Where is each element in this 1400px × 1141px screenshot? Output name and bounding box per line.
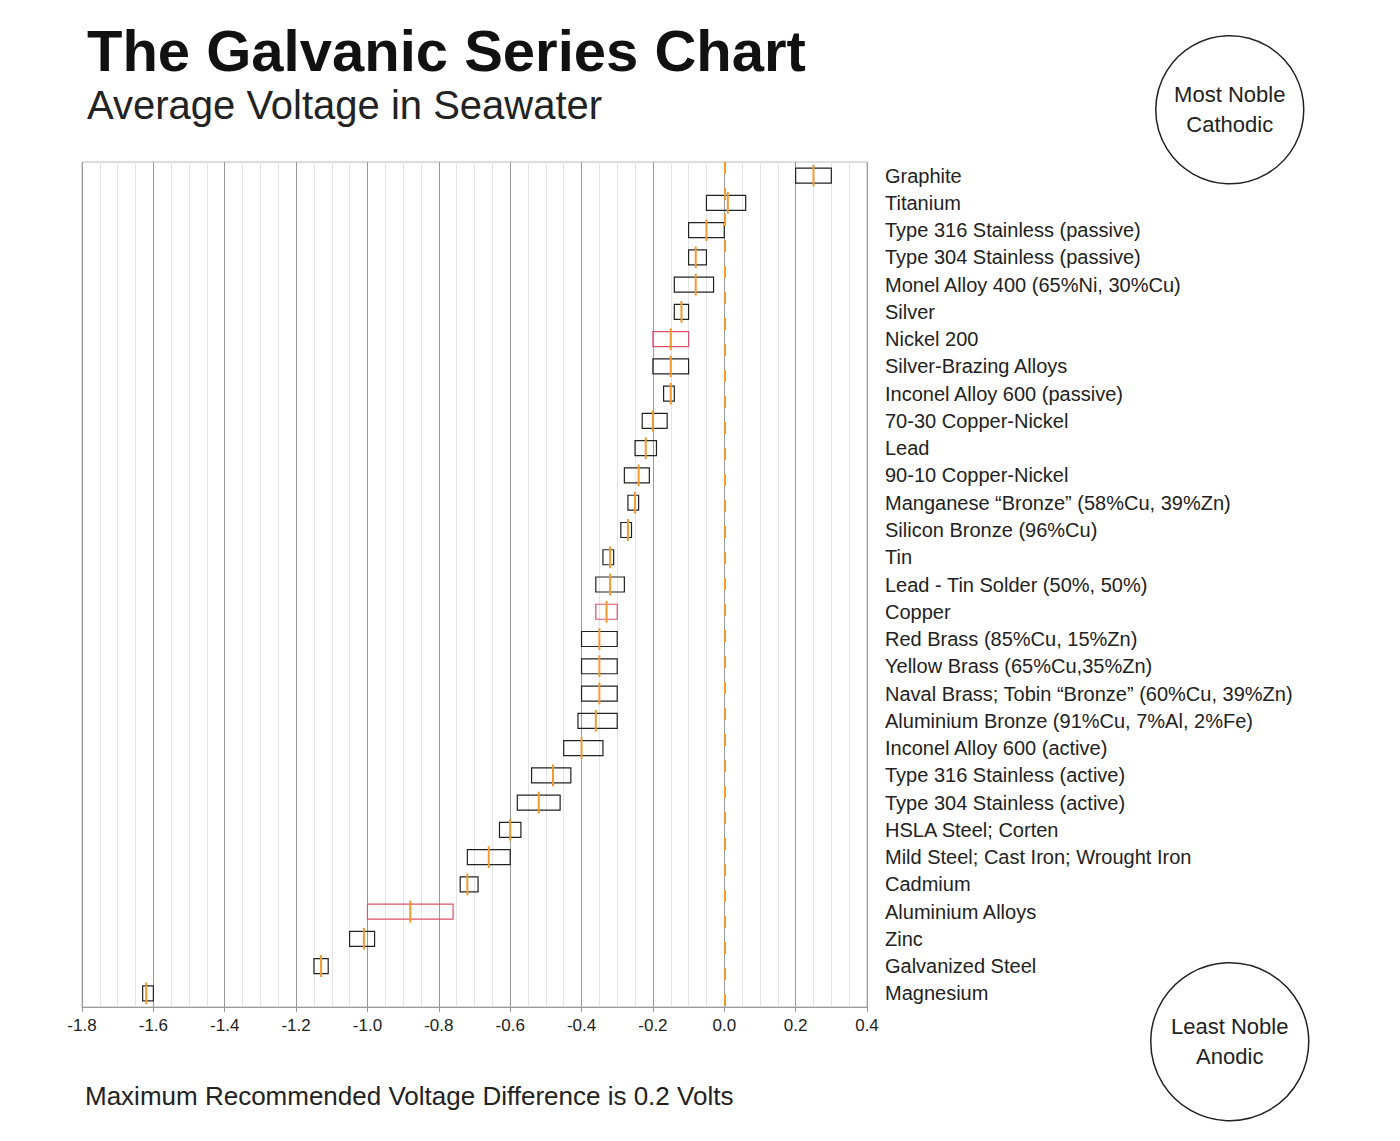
svg-text:Inconel Alloy 600 (passive): Inconel Alloy 600 (passive) (885, 383, 1123, 405)
svg-text:Monel Alloy 400 (65%Ni, 30%Cu): Monel Alloy 400 (65%Ni, 30%Cu) (885, 274, 1181, 296)
svg-text:Silicon Bronze (96%Cu): Silicon Bronze (96%Cu) (885, 519, 1097, 541)
svg-text:Mild Steel; Cast Iron; Wrought: Mild Steel; Cast Iron; Wrought Iron (885, 846, 1191, 868)
svg-text:Nickel 200: Nickel 200 (885, 328, 978, 350)
svg-text:HSLA Steel; Corten: HSLA Steel; Corten (885, 819, 1058, 841)
svg-text:Magnesium: Magnesium (885, 982, 988, 1004)
svg-text:90-10 Copper-Nickel: 90-10 Copper-Nickel (885, 464, 1068, 486)
svg-text:Aluminium Alloys: Aluminium Alloys (885, 901, 1036, 923)
svg-text:Titanium: Titanium (885, 192, 961, 214)
svg-text:-1.2: -1.2 (281, 1016, 310, 1035)
svg-text:Lead: Lead (885, 437, 930, 459)
svg-text:Red Brass (85%Cu, 15%Zn): Red Brass (85%Cu, 15%Zn) (885, 628, 1137, 650)
svg-text:-1.6: -1.6 (139, 1016, 168, 1035)
svg-text:Tin: Tin (885, 546, 912, 568)
svg-text:0.0: 0.0 (712, 1016, 736, 1035)
svg-text:Graphite: Graphite (885, 165, 962, 187)
svg-text:-0.6: -0.6 (496, 1016, 525, 1035)
svg-text:Copper: Copper (885, 601, 951, 623)
svg-text:-0.8: -0.8 (424, 1016, 453, 1035)
svg-text:Inconel Alloy 600 (active): Inconel Alloy 600 (active) (885, 737, 1107, 759)
svg-text:Type 316 Stainless (passive): Type 316 Stainless (passive) (885, 219, 1141, 241)
svg-text:Least Noble: Least Noble (1171, 1014, 1288, 1039)
svg-text:-0.2: -0.2 (638, 1016, 667, 1035)
svg-text:Galvanized Steel: Galvanized Steel (885, 955, 1036, 977)
svg-text:Cathodic: Cathodic (1186, 112, 1273, 137)
svg-text:-1.8: -1.8 (67, 1016, 96, 1035)
svg-text:Zinc: Zinc (885, 928, 923, 950)
svg-text:Yellow Brass (65%Cu,35%Zn): Yellow Brass (65%Cu,35%Zn) (885, 655, 1152, 677)
svg-text:Silver: Silver (885, 301, 935, 323)
svg-text:Anodic: Anodic (1196, 1044, 1263, 1069)
svg-text:The Galvanic Series Chart: The Galvanic Series Chart (87, 18, 806, 83)
svg-text:Type 304 Stainless (active): Type 304 Stainless (active) (885, 792, 1125, 814)
svg-text:-1.4: -1.4 (210, 1016, 239, 1035)
svg-text:Average Voltage in Seawater: Average Voltage in Seawater (87, 83, 602, 127)
svg-text:-0.4: -0.4 (567, 1016, 596, 1035)
svg-text:Lead - Tin Solder (50%, 50%): Lead - Tin Solder (50%, 50%) (885, 574, 1147, 596)
svg-text:Type 304 Stainless (passive): Type 304 Stainless (passive) (885, 246, 1141, 268)
svg-text:70-30 Copper-Nickel: 70-30 Copper-Nickel (885, 410, 1068, 432)
svg-text:Maximum Recommended Voltage Di: Maximum Recommended Voltage Difference i… (85, 1081, 733, 1111)
svg-text:0.2: 0.2 (784, 1016, 808, 1035)
svg-text:Aluminium Bronze (91%Cu, 7%Al,: Aluminium Bronze (91%Cu, 7%Al, 2%Fe) (885, 710, 1253, 732)
svg-text:-1.0: -1.0 (353, 1016, 382, 1035)
svg-text:Silver-Brazing Alloys: Silver-Brazing Alloys (885, 355, 1067, 377)
svg-text:Most Noble: Most Noble (1174, 82, 1285, 107)
svg-text:Cadmium: Cadmium (885, 873, 971, 895)
svg-text:Type 316 Stainless (active): Type 316 Stainless (active) (885, 764, 1125, 786)
svg-text:Naval Brass; Tobin “Bronze” (6: Naval Brass; Tobin “Bronze” (60%Cu, 39%Z… (885, 683, 1293, 705)
svg-text:0.4: 0.4 (855, 1016, 879, 1035)
svg-text:Manganese “Bronze” (58%Cu, 39%: Manganese “Bronze” (58%Cu, 39%Zn) (885, 492, 1231, 514)
